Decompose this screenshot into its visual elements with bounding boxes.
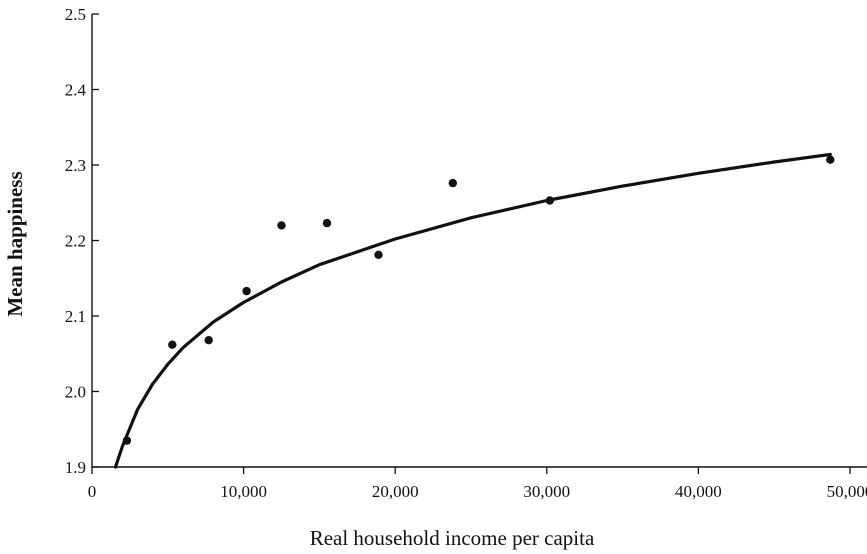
y-tick-label: 2.4	[65, 81, 87, 100]
x-ticks: 0 10,000 20,000 30,000 40,000 50,000	[88, 467, 867, 501]
data-point	[168, 340, 177, 349]
y-tick-label: 2.0	[65, 383, 86, 402]
y-tick-label: 2.3	[65, 156, 86, 175]
y-tick-label: 2.2	[65, 232, 86, 251]
axes	[91, 14, 867, 468]
x-tick-label: 20,000	[372, 482, 419, 501]
data-point	[826, 155, 835, 164]
y-tick-label: 1.9	[65, 458, 86, 477]
y-axis-title: Mean happiness	[3, 171, 27, 316]
data-point	[204, 336, 213, 345]
x-tick-label: 0	[88, 482, 97, 501]
data-point	[322, 218, 332, 228]
data-point	[242, 286, 251, 296]
data-point	[374, 250, 383, 259]
x-tick-label: 50,000	[827, 482, 867, 501]
y-ticks: 1.9 2.0 2.1 2.2 2.3 2.4 2.5	[65, 5, 99, 477]
x-tick-label: 10,000	[220, 482, 267, 501]
series-layer	[113, 152, 835, 469]
data-point	[277, 221, 286, 230]
x-tick-label: 30,000	[523, 482, 570, 501]
fitted-curve	[113, 152, 832, 469]
y-tick-label: 2.1	[65, 307, 86, 326]
y-tick-label: 2.5	[65, 5, 86, 24]
x-axis-title: Real household income per capita	[310, 526, 595, 550]
x-tick-label: 40,000	[675, 482, 722, 501]
data-point	[448, 178, 457, 188]
